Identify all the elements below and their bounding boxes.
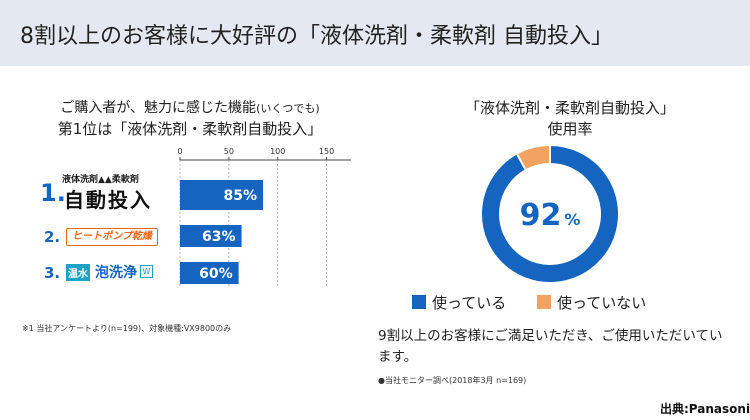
legend-item-not-using: 使っていない [537, 294, 646, 312]
left-heading-line1: ご購入者が、魅力に感じた機能(いくつでも) [20, 97, 360, 117]
right-note: 9割以上のお客様にご満足いただき、ご使用いただいています。 [378, 328, 723, 365]
legend-label-not-using: 使っていない [557, 294, 647, 312]
bar [180, 225, 242, 247]
left-heading-small: (いくつでも) [256, 102, 320, 115]
x-tick-label: 150 [319, 148, 334, 156]
category-3-tag: 温水 [66, 264, 90, 281]
legend-swatch-not-using [537, 295, 552, 309]
legend-label-using: 使っている [432, 294, 507, 312]
source-credit: 出典:Panasonic [660, 402, 750, 416]
category-3-label: 泡洗浄 [95, 265, 137, 281]
category-1-sublabel: 液体洗剤▲▲柔軟剤 [62, 175, 139, 185]
bar-value-label: 63% [202, 229, 236, 245]
bar-value-label: 60% [199, 266, 233, 282]
category-1-number: 1. [40, 179, 66, 207]
feature-bar-chart: 0 50 100 150 85% 63% 60% [177, 148, 351, 288]
category-2-number: 2. [44, 228, 61, 246]
x-tick-label: 100 [270, 148, 285, 156]
right-source: ●当社モニター調べ(2018年3月 n=169) [378, 376, 527, 385]
donut-legend: 使っている 使っていない [412, 292, 672, 313]
header-banner: 8割以上のお客様に大好評の「液体洗剤・柔軟剤 自動投入」 [0, 0, 750, 66]
page-title: 8割以上のお客様に大好評の「液体洗剤・柔軟剤 自動投入」 [20, 24, 613, 49]
category-3-number: 3. [44, 264, 61, 282]
left-heading-main: ご購入者が、魅力に感じた機能 [60, 100, 257, 116]
x-tick-label: 0 [177, 148, 182, 156]
right-heading-line1: 「液体洗剤・柔軟剤自動投入」 [464, 99, 675, 117]
bar [180, 262, 239, 284]
bar [180, 180, 264, 210]
category-3-w-mark: W [140, 265, 153, 278]
x-tick-label: 50 [224, 148, 234, 156]
right-heading-line2: 使用率 [547, 120, 593, 138]
category-1-label: 自動投入 [64, 188, 152, 212]
left-footnote: ※1 当社アンケートより(n=199)、対象機種:VX9800のみ [22, 324, 232, 333]
legend-item-using: 使っている [412, 294, 506, 312]
donut-center-label: 92% [520, 198, 581, 233]
bar-value-label: 85% [224, 188, 258, 204]
donut-slice [480, 143, 620, 284]
legend-swatch-using [412, 295, 426, 309]
donut-slice [515, 143, 551, 172]
category-2-label: ヒートポンプ乾燥 [66, 228, 158, 246]
left-heading-line2: 第1位は「液体洗剤・柔軟剤自動投入」 [57, 120, 323, 138]
usage-donut-chart: 92% [480, 143, 620, 284]
